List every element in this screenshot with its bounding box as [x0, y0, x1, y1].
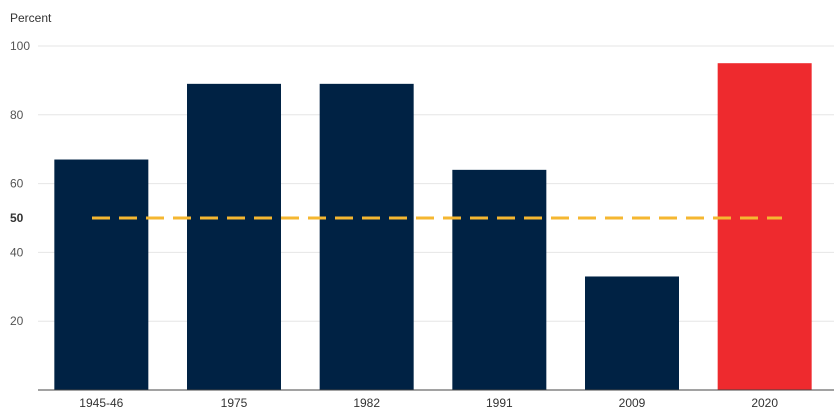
- x-tick-1945-46: 1945-46: [79, 396, 123, 408]
- bar-1982: [319, 83, 414, 390]
- x-tick-2020: 2020: [751, 396, 778, 408]
- x-tick-1975: 1975: [221, 396, 248, 408]
- bars: [54, 63, 812, 390]
- x-tick-1991: 1991: [486, 396, 513, 408]
- y-tick-labels: 20 40 50 60 80 100: [10, 39, 30, 328]
- y-tick-80: 80: [10, 108, 24, 122]
- gridlines: [38, 45, 834, 322]
- bar-1945-46: [54, 159, 149, 390]
- x-tick-labels: 1945-46 1975 1982 1991 2009 2020: [79, 396, 778, 408]
- y-axis-label: Percent: [10, 11, 52, 25]
- bar-2009: [585, 276, 679, 390]
- x-tick-1982: 1982: [353, 396, 380, 408]
- y-tick-60: 60: [10, 177, 24, 191]
- y-tick-100: 100: [10, 39, 30, 53]
- y-tick-40: 40: [10, 245, 24, 259]
- bar-2020: [717, 63, 812, 390]
- y-tick-50: 50: [10, 211, 24, 225]
- bar-1991: [452, 169, 547, 390]
- y-tick-20: 20: [10, 314, 24, 328]
- bar-1975: [187, 83, 281, 390]
- x-tick-2009: 2009: [619, 396, 646, 408]
